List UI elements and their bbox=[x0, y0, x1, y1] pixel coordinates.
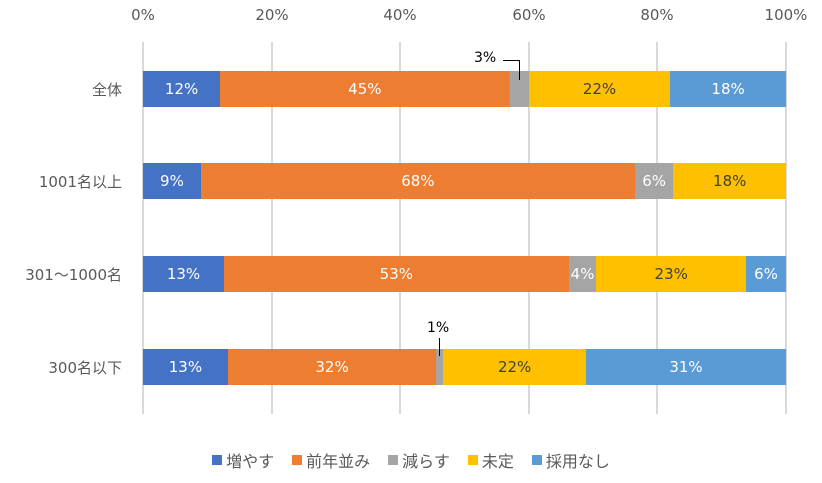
legend-swatch-icon bbox=[292, 455, 303, 465]
data-callout: 1% bbox=[427, 320, 450, 336]
bar-row-300under: 13% 32% 22% 31% bbox=[143, 349, 786, 385]
legend-label: 減らす bbox=[402, 452, 450, 471]
x-tick-label: 60% bbox=[512, 6, 546, 24]
category-label: 全体 bbox=[91, 81, 122, 99]
bar-segment-undecided: 22% bbox=[528, 71, 671, 107]
gridline bbox=[399, 42, 401, 414]
bar-segment-increase: 12% bbox=[143, 71, 221, 107]
bar-segment-none: 18% bbox=[670, 71, 786, 107]
x-tick-label: 20% bbox=[255, 6, 289, 24]
category-label: 300名以下 bbox=[48, 359, 122, 377]
gridline bbox=[528, 42, 530, 414]
bar-segment-undecided: 22% bbox=[443, 349, 586, 385]
gridline bbox=[142, 42, 144, 414]
bar-segment-increase: 13% bbox=[143, 349, 228, 385]
bar-segment-same: 45% bbox=[220, 71, 510, 107]
category-label: 301〜1000名 bbox=[25, 266, 122, 284]
legend-label: 採用なし bbox=[545, 452, 610, 471]
x-tick-label: 40% bbox=[383, 6, 417, 24]
bar-segment-increase: 13% bbox=[143, 256, 225, 292]
leader-line bbox=[439, 338, 440, 356]
bar-segment-undecided: 18% bbox=[673, 163, 786, 199]
bar-row-301-1000: 13% 53% 4% 23% 6% bbox=[143, 256, 786, 292]
bar-segment-decrease bbox=[436, 349, 444, 385]
gridline bbox=[785, 42, 787, 414]
legend-item: 前年並み bbox=[292, 448, 370, 472]
leader-line bbox=[519, 60, 520, 80]
bar-row-zentai: 12% 45% 22% 18% bbox=[143, 71, 786, 107]
legend-swatch-icon bbox=[467, 455, 478, 465]
gridline bbox=[656, 42, 658, 414]
bar-segment-decrease: 6% bbox=[634, 163, 674, 199]
legend-swatch-icon bbox=[212, 455, 223, 465]
legend-swatch-icon bbox=[388, 455, 399, 465]
bar-segment-none: 6% bbox=[746, 256, 786, 292]
legend-item: 未定 bbox=[467, 448, 514, 472]
bar-segment-increase: 9% bbox=[143, 163, 201, 199]
bar-segment-same: 53% bbox=[224, 256, 569, 292]
legend-label: 未定 bbox=[481, 452, 514, 471]
legend-swatch-icon bbox=[531, 455, 542, 465]
x-tick-label: 100% bbox=[764, 6, 808, 24]
category-label: 1001名以上 bbox=[38, 173, 122, 191]
data-callout: 3% bbox=[474, 50, 497, 66]
legend-item: 採用なし bbox=[531, 448, 610, 472]
bar-segment-decrease bbox=[509, 71, 529, 107]
legend-label: 前年並み bbox=[306, 452, 371, 471]
leader-line bbox=[503, 60, 520, 61]
x-tick-label: 80% bbox=[640, 6, 674, 24]
legend-item: 減らす bbox=[388, 448, 450, 472]
bar-segment-undecided: 23% bbox=[596, 256, 747, 292]
legend: 増やす 前年並み 減らす 未定 採用なし bbox=[0, 448, 822, 472]
bar-row-1001plus: 9% 68% 6% 18% bbox=[143, 163, 786, 199]
bar-segment-same: 32% bbox=[227, 349, 437, 385]
gridline bbox=[271, 42, 273, 414]
x-tick-label: 0% bbox=[131, 6, 155, 24]
bar-segment-decrease: 4% bbox=[568, 256, 597, 292]
legend-item: 増やす bbox=[212, 448, 274, 472]
legend-label: 増やす bbox=[226, 452, 275, 471]
bar-segment-none: 31% bbox=[586, 349, 786, 385]
bar-segment-same: 68% bbox=[200, 163, 635, 199]
